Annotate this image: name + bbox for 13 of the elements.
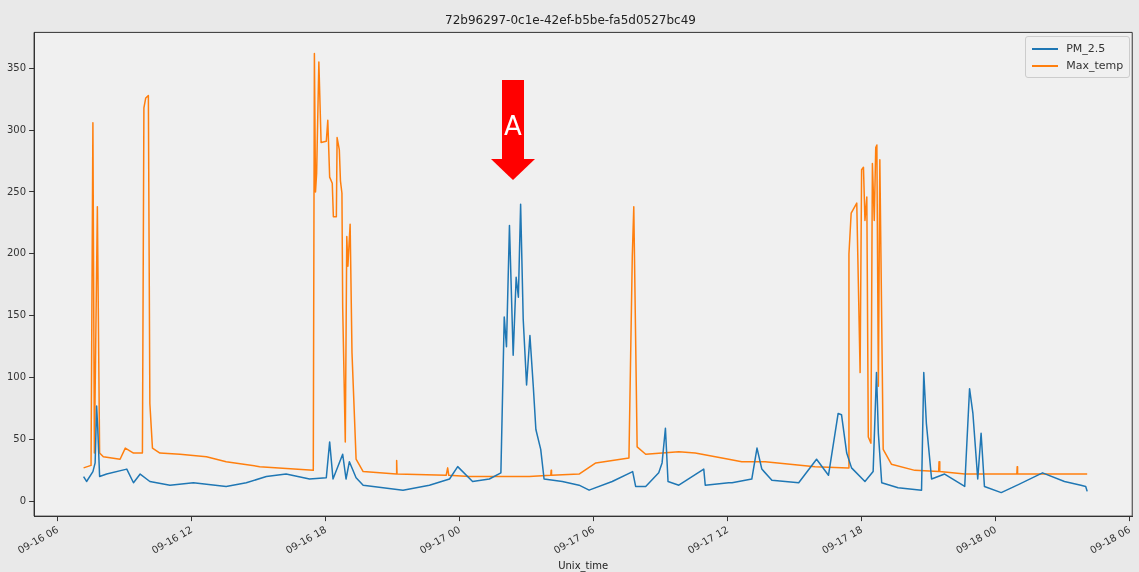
- y-tick-label: 350: [6, 61, 27, 73]
- y-tick-label: 100: [6, 371, 27, 383]
- y-tick-label: 250: [6, 185, 27, 197]
- x-axis-title: Unix_time: [558, 559, 609, 572]
- y-tick-label: 150: [6, 309, 27, 321]
- y-tick-label: 300: [6, 123, 27, 135]
- legend-label: Max_temp: [1066, 59, 1124, 73]
- chart-title: 72b96297-0c1e-42ef-b5be-fa5d0527bc49: [445, 13, 696, 28]
- y-tick-label: 0: [19, 494, 27, 506]
- annotation: A: [504, 111, 522, 141]
- y-tick-label: 200: [6, 247, 27, 259]
- y-tick-label: 50: [13, 433, 27, 445]
- legend-label: PM_2.5: [1066, 42, 1106, 56]
